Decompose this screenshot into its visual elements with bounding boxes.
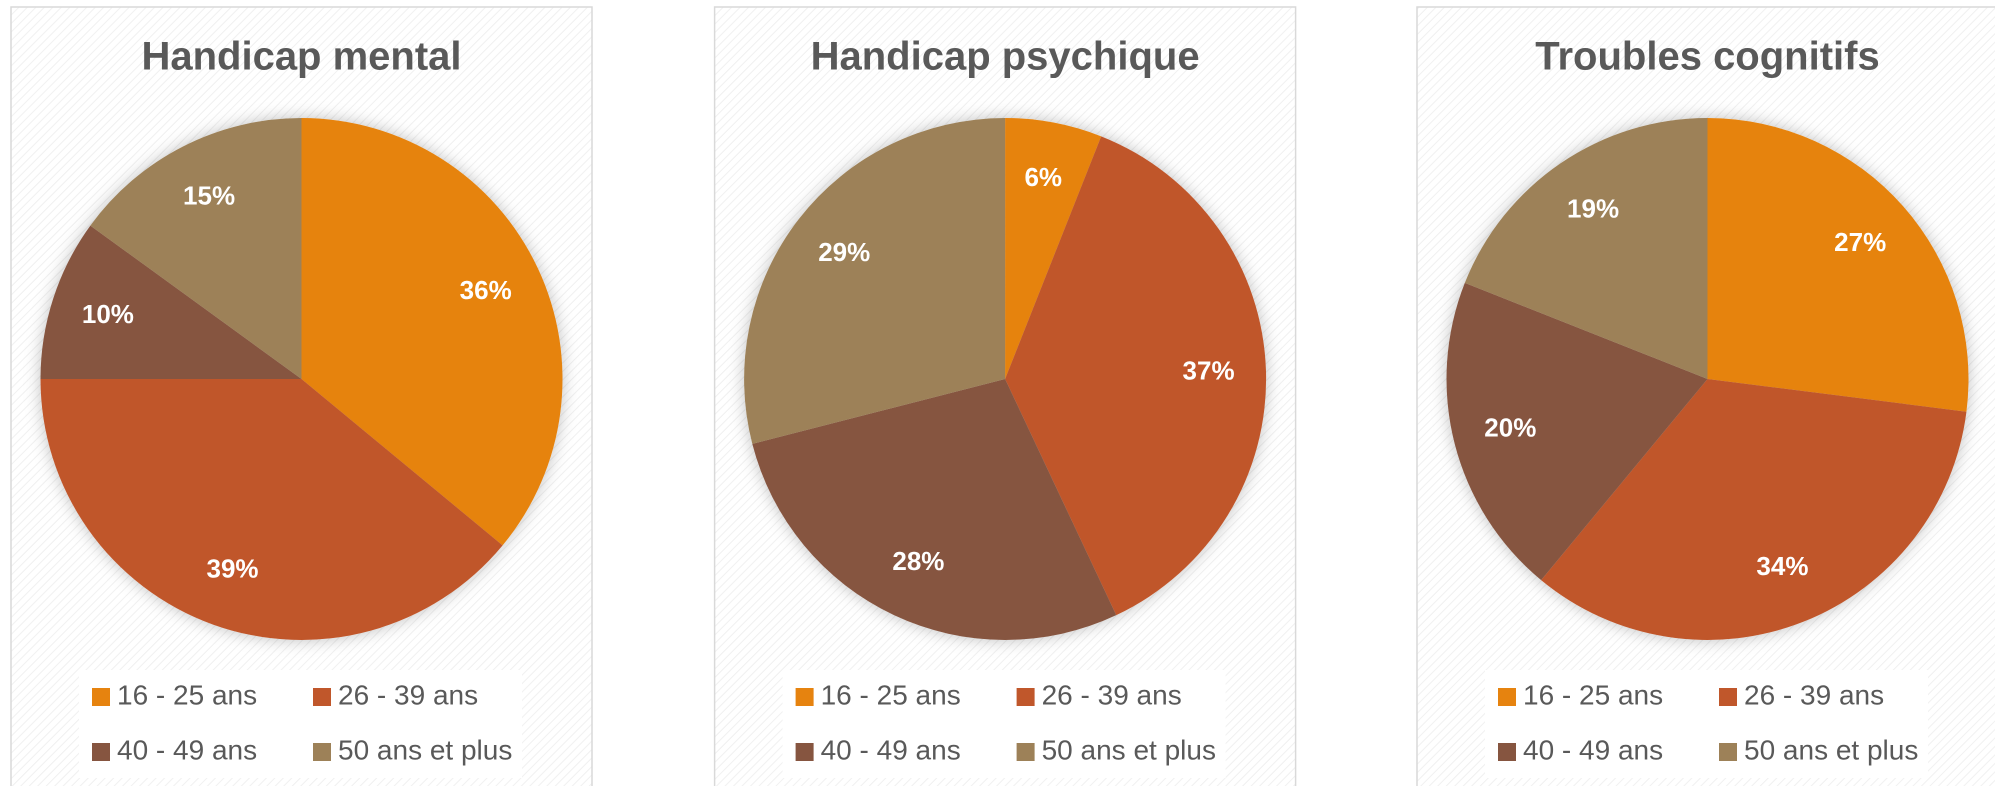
pie-slice xyxy=(752,379,1117,641)
value-label: 27% xyxy=(1834,227,1886,257)
pie-slice xyxy=(1446,282,1708,581)
pie-slice xyxy=(1541,379,1967,640)
pie-slice xyxy=(90,118,302,379)
legend-swatch xyxy=(795,743,814,761)
legend-label: 50 ans et plus xyxy=(1042,734,1216,765)
legend-swatch xyxy=(1498,743,1516,761)
pie-slice xyxy=(744,118,1006,444)
value-label: 36% xyxy=(460,275,512,305)
legend-swatch xyxy=(795,688,814,706)
chart-title: Troubles cognitifs xyxy=(1535,35,1879,79)
legend-label: 50 ans et plus xyxy=(338,734,512,765)
pie-slice xyxy=(1707,118,1969,412)
value-label: 28% xyxy=(892,546,944,576)
value-label: 39% xyxy=(207,553,259,583)
value-label: 37% xyxy=(1183,355,1235,385)
legend-swatch xyxy=(1719,743,1737,761)
pie-slice xyxy=(301,118,563,546)
pie-slice xyxy=(1005,136,1267,616)
value-label: 6% xyxy=(1024,162,1062,192)
pie-slice xyxy=(1005,118,1102,379)
legend-label: 26 - 39 ans xyxy=(1744,679,1884,710)
legend-swatch xyxy=(92,743,110,761)
value-label: 15% xyxy=(183,180,235,210)
pie xyxy=(40,118,563,640)
pie-slice xyxy=(40,225,302,379)
value-label: 34% xyxy=(1756,551,1808,581)
legend-swatch xyxy=(1016,688,1035,706)
chart-title: Handicap psychique xyxy=(811,35,1200,79)
legend-label: 16 - 25 ans xyxy=(1523,679,1663,710)
pie-slice xyxy=(1464,118,1708,379)
legend-label: 16 - 25 ans xyxy=(117,679,257,710)
legend-label: 26 - 39 ans xyxy=(338,679,478,710)
value-label: 29% xyxy=(818,237,870,267)
pie xyxy=(1446,118,1969,640)
legend-swatch xyxy=(1498,688,1516,706)
legend-box xyxy=(1485,670,1928,778)
value-label: 19% xyxy=(1567,193,1619,223)
legend-label: 40 - 49 ans xyxy=(821,734,961,765)
legend-swatch xyxy=(313,743,331,761)
chart-title: Handicap mental xyxy=(141,35,461,79)
value-label: 20% xyxy=(1484,413,1536,443)
legend-swatch xyxy=(1016,743,1035,761)
legend-label: 40 - 49 ans xyxy=(117,734,257,765)
legend-swatch xyxy=(92,688,110,706)
legend-label: 16 - 25 ans xyxy=(821,679,961,710)
legend-label: 40 - 49 ans xyxy=(1523,734,1663,765)
pie xyxy=(744,118,1267,641)
legend-label: 26 - 39 ans xyxy=(1042,679,1182,710)
pie-slice xyxy=(40,379,503,640)
value-label: 10% xyxy=(82,299,134,329)
legend-box xyxy=(782,670,1226,778)
legend-box xyxy=(79,670,522,778)
legend-label: 50 ans et plus xyxy=(1744,734,1918,765)
legend-swatch xyxy=(1719,688,1737,706)
legend-swatch xyxy=(313,688,331,706)
